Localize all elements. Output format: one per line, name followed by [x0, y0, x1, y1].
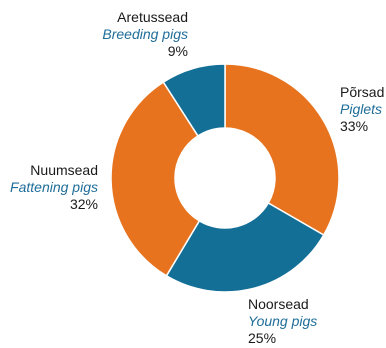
label-young-pigs-pct: 25%	[248, 330, 277, 346]
label-piglets-en: Piglets	[340, 101, 383, 117]
slice-fattening-pigs	[110, 81, 201, 277]
label-fattening-pigs-en: Fattening pigs	[10, 179, 98, 195]
slice-breeding-pigs	[162, 63, 226, 137]
label-breeding-pigs: Aretussead Breeding pigs 9%	[102, 9, 188, 60]
label-piglets-pct: 33%	[340, 118, 369, 134]
label-young-pigs-en: Young pigs	[248, 313, 318, 329]
label-young-pigs: Noorsead Young pigs 25%	[248, 296, 317, 347]
label-piglets: Põrsad Piglets 33%	[340, 84, 384, 135]
label-breeding-pigs-et: Aretussead	[117, 9, 188, 25]
label-breeding-pigs-en: Breeding pigs	[102, 26, 188, 42]
label-piglets-et: Põrsad	[340, 84, 385, 100]
label-breeding-pigs-pct: 9%	[167, 43, 188, 59]
label-fattening-pigs: Nuumsead Fattening pigs 32%	[10, 162, 98, 213]
slice-young-pigs	[165, 201, 325, 293]
label-young-pigs-et: Noorsead	[248, 296, 309, 312]
label-fattening-pigs-et: Nuumsead	[30, 162, 98, 178]
slice-piglets	[224, 63, 340, 237]
label-fattening-pigs-pct: 32%	[69, 196, 98, 212]
